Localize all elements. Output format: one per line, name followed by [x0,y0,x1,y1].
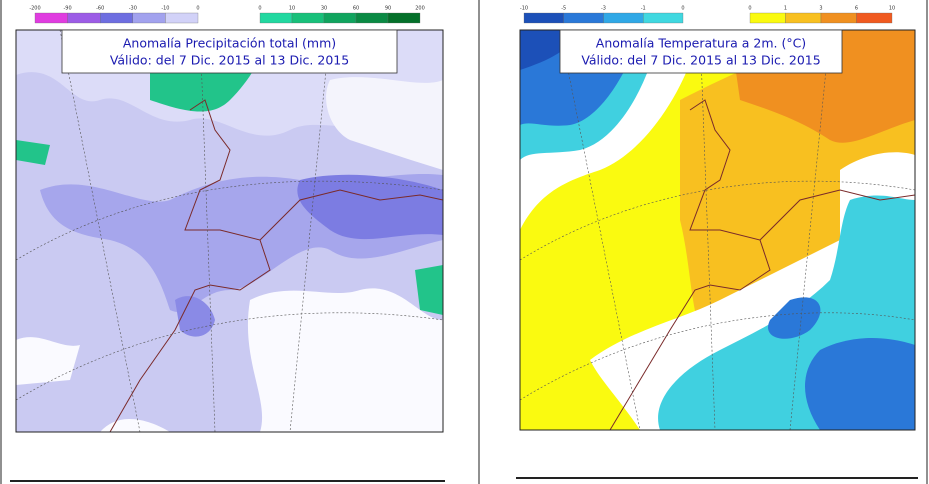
legend-swatch [165,12,199,24]
region [768,297,821,339]
graticule [16,30,443,432]
legend-label: 0 [748,6,751,12]
region [247,288,443,432]
region [100,418,170,432]
legend-label: 6 [855,6,858,12]
legend-swatch [323,12,357,24]
legend-label: -3 [601,6,606,12]
legend-label: -10 [161,6,169,12]
legend-swatch [355,12,389,24]
legend-label: 0 [681,6,684,12]
region [326,77,443,170]
legend-swatch [132,12,166,24]
legend-label: -10 [520,6,528,12]
map-title: Anomalía Temperatura a 2m. (°C) [596,36,806,51]
coastline [259,189,443,241]
title-box [61,29,398,74]
title-box [559,29,843,74]
temp-map [519,29,916,431]
legend-label: 90 [385,6,391,12]
legend-swatch [856,12,893,24]
coastline [759,189,915,241]
map-title: Anomalía Precipitación total (mm) [123,36,336,51]
legend-label: 10 [889,6,895,12]
legend-swatch [291,12,325,24]
region [16,140,50,165]
legend-label: 200 [415,6,425,12]
legend-label: 3 [819,6,822,12]
region [805,338,915,430]
legend-swatch [749,12,786,24]
region [175,296,215,337]
legend-label: 1 [784,6,787,12]
region [415,265,443,315]
legend-swatch [643,12,684,24]
precip-map [15,29,444,433]
legend-label: -90 [64,6,72,12]
legend-label: 0 [258,6,261,12]
legend-swatch [259,12,293,24]
map-subtitle: Válido: del 7 Dic. 2015 al 13 Dic. 2015 [581,53,820,68]
graticule [520,30,915,430]
legend-label: 30 [321,6,327,12]
legend-label: 10 [289,6,295,12]
legend-label: -5 [561,6,566,12]
legend-label: 60 [353,6,359,12]
legend-swatch [523,12,564,24]
legend-swatch [603,12,644,24]
legend-label: -1 [641,6,646,12]
legend-swatch [100,12,133,24]
legend-swatch [563,12,604,24]
legend-swatch [387,12,421,24]
legend-label: -200 [29,6,40,12]
legend-label: -60 [96,6,104,12]
region [297,174,443,240]
legend-label: -30 [129,6,137,12]
coastline [609,99,771,430]
map-subtitle: Válido: del 7 Dic. 2015 al 13 Dic. 2015 [110,53,349,68]
legend-swatch [34,12,68,24]
legend-label: 0 [196,6,199,12]
legend-swatch [785,12,822,24]
legend-swatch [820,12,857,24]
coastline [109,99,271,432]
overlay: Anomalía Precipitación total (mm) Válido:… [29,6,895,74]
legend-swatch [67,12,101,24]
region [16,337,80,385]
